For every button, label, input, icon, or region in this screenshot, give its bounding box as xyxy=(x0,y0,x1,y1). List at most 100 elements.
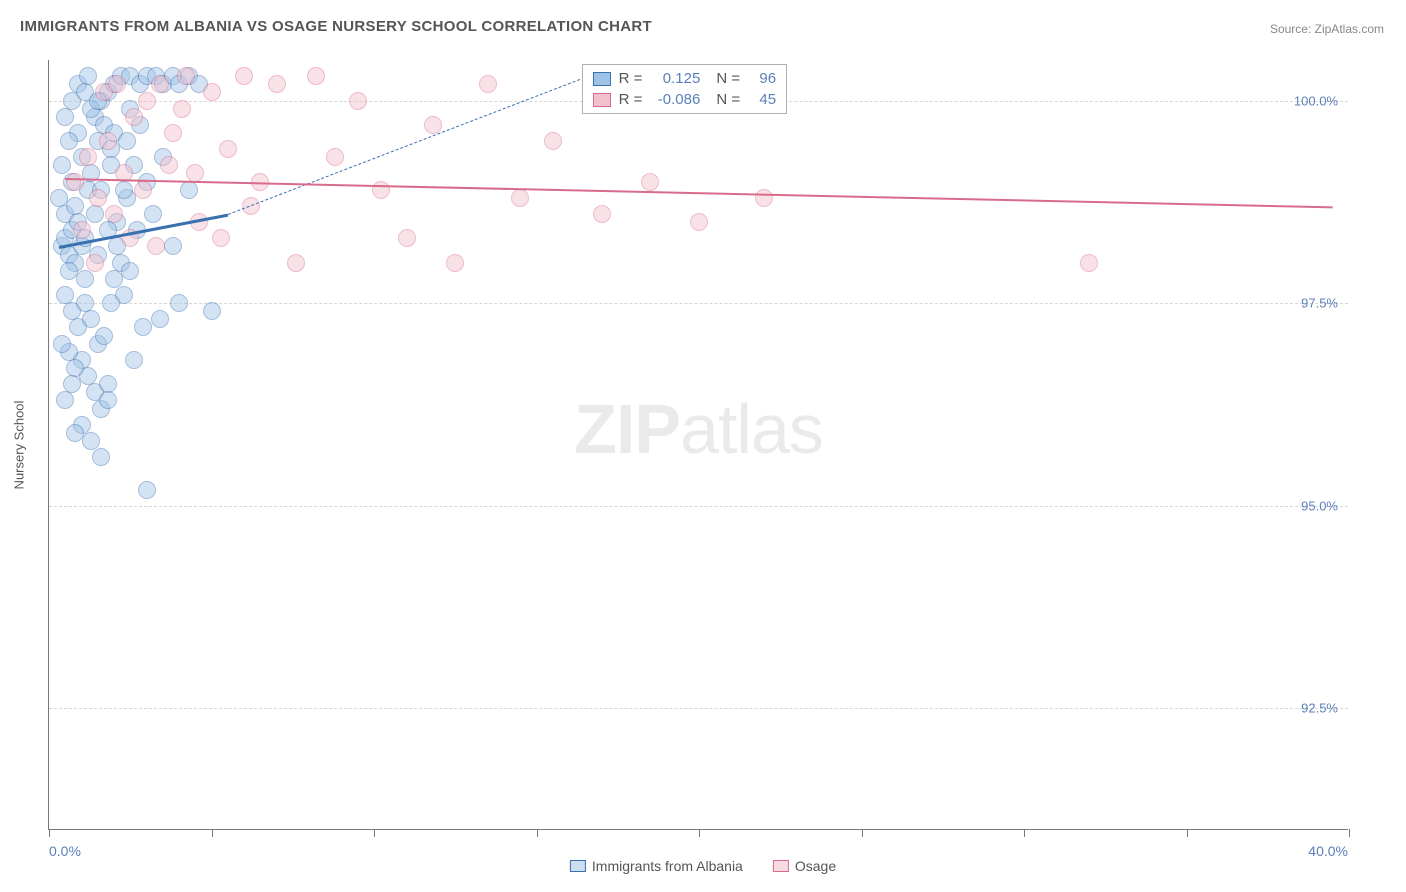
scatter-point-albania xyxy=(118,132,136,150)
stats-n-value: 96 xyxy=(748,70,776,87)
legend-item-albania: Immigrants from Albania xyxy=(570,858,743,874)
x-tick xyxy=(537,829,538,837)
scatter-point-osage xyxy=(268,75,286,93)
scatter-point-osage xyxy=(125,108,143,126)
scatter-point-osage xyxy=(66,173,84,191)
scatter-point-albania xyxy=(76,270,94,288)
scatter-point-osage xyxy=(511,189,529,207)
scatter-point-osage xyxy=(177,67,195,85)
scatter-point-osage xyxy=(544,132,562,150)
stats-row-osage: R = -0.086 N = 45 xyxy=(583,89,787,110)
scatter-point-osage xyxy=(99,132,117,150)
stats-box: R =0.125N =96R =-0.086N =45 xyxy=(582,64,788,114)
stats-swatch-albania xyxy=(593,72,611,86)
source-attribution: Source: ZipAtlas.com xyxy=(1270,22,1384,36)
y-tick-label: 92.5% xyxy=(1301,701,1338,716)
stats-n-label: N = xyxy=(716,70,740,87)
scatter-point-albania xyxy=(56,108,74,126)
scatter-point-albania xyxy=(144,205,162,223)
legend-label-osage: Osage xyxy=(795,858,836,874)
stats-r-label: R = xyxy=(619,91,643,108)
x-tick xyxy=(1187,829,1188,837)
scatter-point-osage xyxy=(73,221,91,239)
scatter-point-albania xyxy=(53,156,71,174)
scatter-point-albania xyxy=(115,181,133,199)
scatter-point-osage xyxy=(186,164,204,182)
scatter-point-osage xyxy=(1080,254,1098,272)
scatter-point-osage xyxy=(212,229,230,247)
scatter-point-osage xyxy=(147,237,165,255)
scatter-point-albania xyxy=(86,205,104,223)
scatter-point-albania xyxy=(170,294,188,312)
scatter-point-albania xyxy=(60,132,78,150)
scatter-point-osage xyxy=(372,181,390,199)
scatter-point-albania xyxy=(79,67,97,85)
scatter-point-albania xyxy=(53,335,71,353)
y-axis-title: Nursery School xyxy=(12,400,27,489)
scatter-point-albania xyxy=(99,391,117,409)
y-tick-label: 100.0% xyxy=(1294,93,1338,108)
gridline xyxy=(49,708,1348,709)
scatter-point-albania xyxy=(121,262,139,280)
stats-n-value: 45 xyxy=(748,91,776,108)
scatter-point-albania xyxy=(164,237,182,255)
scatter-point-osage xyxy=(164,124,182,142)
legend-swatch-osage xyxy=(773,860,789,872)
scatter-point-albania xyxy=(105,270,123,288)
scatter-point-osage xyxy=(424,116,442,134)
scatter-point-osage xyxy=(79,148,97,166)
scatter-point-osage xyxy=(173,100,191,118)
scatter-point-osage xyxy=(307,67,325,85)
scatter-point-osage xyxy=(287,254,305,272)
gridline xyxy=(49,506,1348,507)
stats-swatch-osage xyxy=(593,93,611,107)
scatter-point-albania xyxy=(56,391,74,409)
scatter-point-albania xyxy=(102,294,120,312)
y-tick-label: 95.0% xyxy=(1301,498,1338,513)
plot-area: Nursery School 0.0% 40.0% ZIPatlas 100.0… xyxy=(48,60,1348,830)
gridline xyxy=(49,303,1348,304)
scatter-point-osage xyxy=(203,83,221,101)
stats-r-value: -0.086 xyxy=(650,91,700,108)
source-link[interactable]: ZipAtlas.com xyxy=(1315,22,1384,36)
scatter-point-osage xyxy=(690,213,708,231)
scatter-point-osage xyxy=(151,75,169,93)
watermark: ZIPatlas xyxy=(574,389,823,469)
stats-row-albania: R =0.125N =96 xyxy=(583,68,787,89)
scatter-point-albania xyxy=(203,302,221,320)
x-tick xyxy=(49,829,50,837)
scatter-point-osage xyxy=(235,67,253,85)
scatter-point-albania xyxy=(66,424,84,442)
scatter-point-osage xyxy=(349,92,367,110)
x-tick xyxy=(374,829,375,837)
scatter-point-albania xyxy=(66,197,84,215)
x-tick xyxy=(699,829,700,837)
scatter-point-albania xyxy=(180,181,198,199)
scatter-point-osage xyxy=(219,140,237,158)
scatter-point-osage xyxy=(479,75,497,93)
scatter-point-osage xyxy=(326,148,344,166)
x-tick xyxy=(1349,829,1350,837)
scatter-point-osage xyxy=(89,189,107,207)
legend-item-osage: Osage xyxy=(773,858,836,874)
scatter-point-osage xyxy=(134,181,152,199)
scatter-point-osage xyxy=(398,229,416,247)
scatter-point-osage xyxy=(446,254,464,272)
scatter-point-albania xyxy=(92,448,110,466)
scatter-point-albania xyxy=(95,327,113,345)
x-tick xyxy=(212,829,213,837)
y-tick-label: 97.5% xyxy=(1301,296,1338,311)
scatter-point-osage xyxy=(641,173,659,191)
legend-swatch-albania xyxy=(570,860,586,872)
scatter-point-albania xyxy=(138,481,156,499)
scatter-point-osage xyxy=(160,156,178,174)
x-axis-min-label: 0.0% xyxy=(49,843,81,859)
bottom-legend: Immigrants from Albania Osage xyxy=(570,858,836,874)
stats-r-label: R = xyxy=(619,70,643,87)
scatter-point-albania xyxy=(125,351,143,369)
x-axis-max-label: 40.0% xyxy=(1308,843,1348,859)
scatter-point-albania xyxy=(82,310,100,328)
scatter-point-albania xyxy=(82,432,100,450)
x-tick xyxy=(862,829,863,837)
stats-n-label: N = xyxy=(716,91,740,108)
